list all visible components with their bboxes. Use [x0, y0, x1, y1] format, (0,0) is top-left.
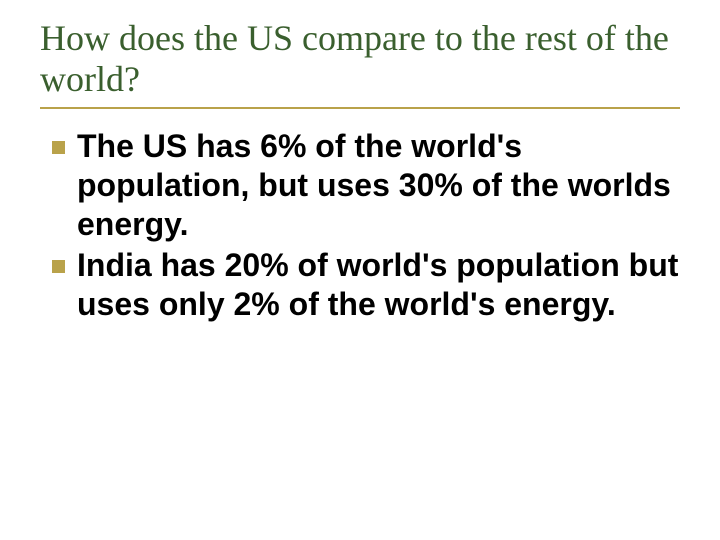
title-divider: [40, 107, 680, 109]
list-item: India has 20% of world's population but …: [52, 246, 680, 324]
square-bullet-icon: [52, 141, 65, 154]
bullet-text: The US has 6% of the world's population,…: [77, 127, 680, 244]
slide-body: The US has 6% of the world's population,…: [40, 127, 680, 324]
square-bullet-icon: [52, 260, 65, 273]
slide-title: How does the US compare to the rest of t…: [40, 18, 680, 101]
slide: How does the US compare to the rest of t…: [0, 0, 720, 540]
list-item: The US has 6% of the world's population,…: [52, 127, 680, 244]
bullet-text: India has 20% of world's population but …: [77, 246, 680, 324]
